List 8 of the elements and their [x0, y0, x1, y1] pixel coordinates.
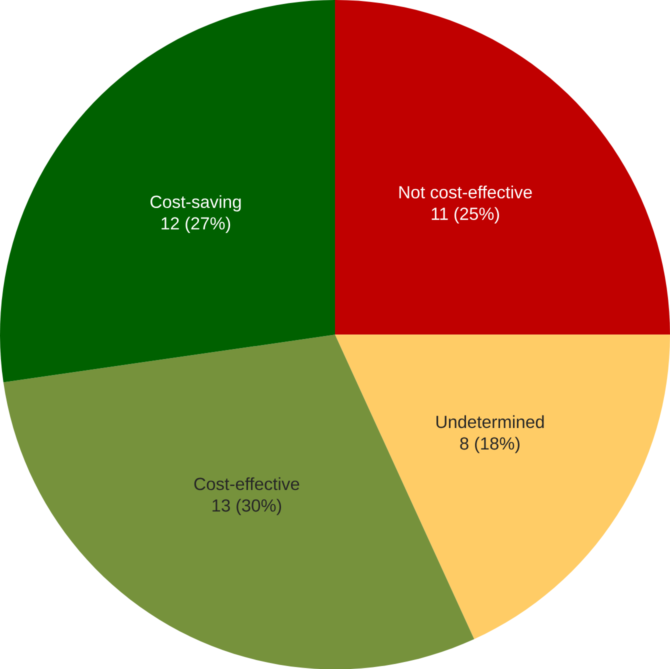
data-label: 11 (25%) [432, 207, 499, 224]
data-label: 8 (18%) [460, 436, 520, 453]
data-label: 13 (30%) [212, 498, 282, 515]
slice-label: Cost-saving [150, 195, 241, 212]
data-label: 12 (27%) [162, 216, 230, 233]
slice-label: Cost-effective [194, 477, 300, 490]
slice-label: Undetermined [436, 415, 544, 428]
slice-label: Not cost-effective [399, 185, 532, 198]
